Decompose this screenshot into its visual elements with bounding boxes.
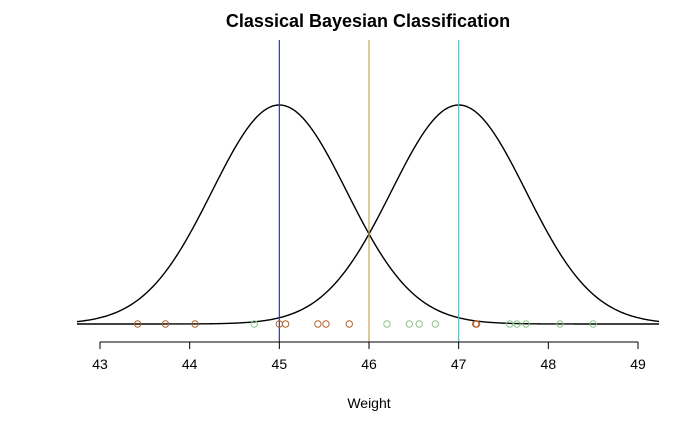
x-axis: 43 44 45 46 47 48 49 — [92, 341, 646, 372]
data-point-class-1-8 — [345, 320, 353, 328]
x-tick-label-48: 48 — [541, 356, 557, 372]
data-point-class-1-10 — [472, 320, 481, 328]
data-point-class-1-5 — [281, 320, 290, 328]
data-point-class-2-9 — [556, 320, 564, 328]
data-point-class-1-7 — [322, 320, 330, 328]
density-curve-2 — [77, 104, 660, 325]
data-point-class-2-6 — [506, 320, 514, 328]
data-point-class-2-3 — [405, 320, 414, 328]
data-point-class-2-8 — [522, 320, 530, 328]
data-point-class-2-7 — [513, 320, 521, 328]
data-point-class-2-10 — [589, 320, 597, 328]
density-curve-1 — [76, 104, 659, 325]
data-point-class-2-2 — [383, 320, 391, 328]
plot-area — [76, 40, 660, 342]
x-tick-label-49: 49 — [630, 356, 646, 372]
data-point-class-1-3 — [191, 320, 199, 328]
data-point-class-1-1 — [133, 320, 142, 328]
x-tick-label-44: 44 — [182, 356, 198, 372]
chart-title: Classical Bayesian Classification — [226, 11, 510, 31]
x-tick-label-46: 46 — [361, 356, 377, 372]
data-point-class-2-1 — [250, 320, 258, 328]
data-point-class-2-5 — [431, 320, 440, 328]
x-tick-label-47: 47 — [451, 356, 467, 372]
data-point-class-2-4 — [415, 320, 423, 328]
x-axis-label: Weight — [347, 395, 390, 411]
data-point-class-1-2 — [161, 320, 170, 328]
data-point-class-1-6 — [314, 320, 322, 328]
x-tick-label-43: 43 — [92, 356, 108, 372]
x-tick-label-45: 45 — [272, 356, 288, 372]
